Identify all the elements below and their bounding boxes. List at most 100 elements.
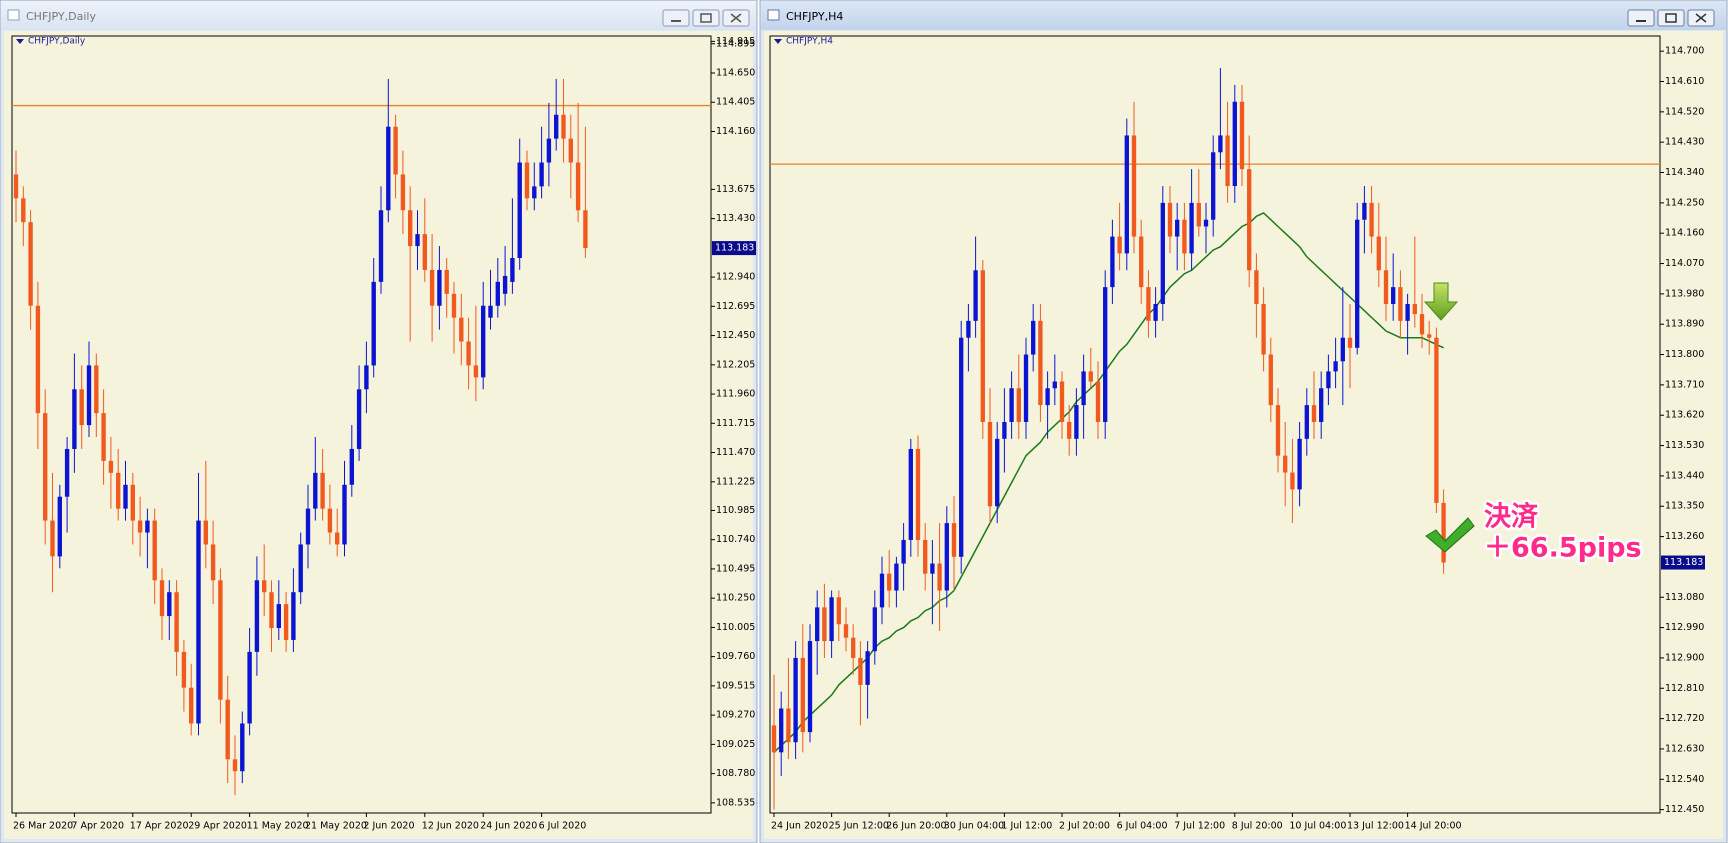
restore-icon: [1665, 13, 1677, 23]
y-tick-label: 112.940: [716, 272, 755, 283]
chart-menu-icon: [774, 39, 782, 44]
candle-body: [130, 484, 135, 521]
candle-body: [1268, 354, 1273, 406]
annotation: 決済: [1484, 501, 1539, 533]
candle-body: [1369, 202, 1374, 237]
y-tick-label: 112.540: [1665, 774, 1704, 785]
candle-body: [269, 592, 274, 628]
candle-body: [517, 162, 522, 258]
candle-body: [1131, 135, 1137, 237]
candle-body: [1247, 169, 1252, 271]
y-tick-label: 113.440: [1665, 470, 1704, 481]
window-icon: [767, 9, 780, 21]
candle-body: [1110, 236, 1115, 288]
check-icon: [1425, 517, 1475, 553]
chart-area: [4, 31, 753, 839]
candle-body: [218, 580, 223, 700]
y-tick-label: 114.915: [716, 36, 755, 47]
y-tick-label: 114.160: [716, 126, 755, 137]
y-tick-label: 114.405: [716, 97, 755, 108]
candle-body: [116, 472, 121, 509]
candle-body: [793, 657, 798, 743]
x-tick-label: 7 Apr 2020: [71, 821, 124, 832]
candle-body: [1311, 405, 1317, 422]
x-tick-label: 30 Jun 04:00: [944, 821, 1004, 832]
y-tick-label: 113.980: [1665, 288, 1704, 299]
candle-body: [843, 624, 849, 638]
x-tick-label: 17 Apr 2020: [130, 821, 189, 832]
candle-body: [108, 460, 114, 473]
candle-body: [1052, 381, 1057, 389]
candle-body: [1081, 371, 1086, 406]
y-tick-label: 113.080: [1665, 592, 1704, 603]
candle-body: [1117, 236, 1122, 254]
candle-body: [894, 563, 899, 591]
current-price-box: [1661, 555, 1705, 570]
candle-body: [1038, 320, 1043, 406]
candle-body: [930, 563, 935, 574]
candle-body: [167, 592, 172, 617]
restore-icon: [700, 13, 712, 23]
candle-body: [364, 365, 369, 390]
candle-body: [335, 532, 340, 545]
candle-body: [298, 544, 303, 593]
candle-body: [779, 708, 784, 753]
candle-body: [152, 520, 157, 581]
candle-body: [1412, 303, 1417, 315]
candle-body: [400, 174, 406, 211]
moving-average: [773, 212, 1444, 753]
x-tick-label: 24 Jun 2020: [480, 821, 537, 832]
candle-body: [1031, 320, 1036, 355]
minimize-button[interactable]: [1627, 9, 1655, 27]
x-tick-label: 11 May 2020: [247, 821, 309, 832]
candle-body: [1376, 236, 1381, 271]
candle-body: [137, 520, 143, 533]
candle-body: [1427, 334, 1432, 338]
candle-body: [786, 708, 791, 743]
candle-body: [915, 448, 921, 540]
y-tick-label: 114.520: [1665, 106, 1704, 117]
candle-body: [1146, 287, 1151, 321]
restore-button[interactable]: [692, 9, 720, 27]
candle-body: [966, 320, 971, 338]
candle-body: [1347, 337, 1353, 348]
candle-body: [86, 365, 92, 426]
candle-body: [1290, 472, 1295, 490]
plot-frame: [769, 35, 1661, 814]
candle-body: [807, 641, 813, 733]
candle-body: [554, 114, 559, 139]
y-tick-label: 114.250: [1665, 197, 1704, 208]
minimize-button[interactable]: [662, 9, 690, 27]
candle-body: [1261, 303, 1266, 355]
candle-body: [174, 592, 179, 652]
y-tick-label: 113.800: [1665, 349, 1704, 360]
candle-body: [189, 687, 194, 724]
candle-body: [1067, 421, 1072, 439]
candle-body: [57, 496, 62, 557]
y-tick-label: 111.225: [716, 476, 755, 487]
candle-body: [901, 539, 906, 564]
x-tick-label: 25 Jun 12:00: [829, 821, 889, 832]
y-tick-label: 112.990: [1665, 622, 1704, 633]
candle-body: [313, 472, 318, 509]
restore-button[interactable]: [1657, 9, 1685, 27]
candle-body: [1045, 388, 1050, 406]
x-tick-label: 26 Mar 2020: [13, 821, 73, 832]
current-price-label: 113.183: [715, 243, 754, 254]
x-tick-label: 1 Jul 12:00: [1001, 821, 1052, 832]
x-tick-label: 7 Jul 12:00: [1174, 821, 1225, 832]
candle-body: [415, 234, 420, 247]
candle-body: [495, 281, 500, 306]
candle-body: [232, 759, 238, 772]
candle-body: [356, 389, 362, 449]
x-tick-label: 29 Apr 2020: [188, 821, 247, 832]
y-tick-label: 108.535: [716, 797, 755, 808]
candle-body: [378, 210, 384, 282]
candle-body: [210, 544, 216, 581]
candle-body: [959, 337, 964, 557]
candle-body: [262, 580, 267, 593]
y-tick-label: 114.160: [1665, 228, 1704, 239]
candle-body: [21, 198, 26, 223]
x-tick-label: 6 Jul 2020: [539, 821, 587, 832]
candle-body: [1239, 101, 1245, 170]
